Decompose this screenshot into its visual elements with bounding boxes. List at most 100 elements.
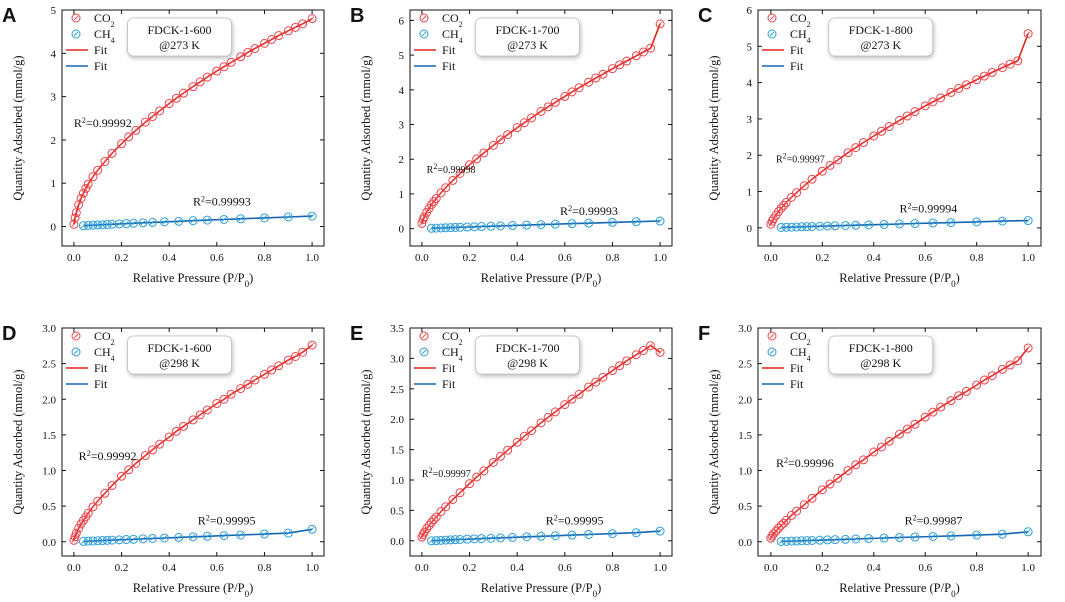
data-point-slash xyxy=(498,223,503,229)
data-point-slash xyxy=(562,402,568,407)
data-point-slash xyxy=(285,357,291,363)
data-point-slash xyxy=(471,536,477,542)
r2-prefix: R xyxy=(422,469,429,480)
y-tick-label: 1 xyxy=(51,178,57,190)
data-point-ch4 xyxy=(851,220,861,230)
data-point-slash xyxy=(126,134,132,140)
data-point-slash xyxy=(974,382,980,388)
data-point-slash xyxy=(190,84,196,89)
panel-letter: E xyxy=(350,323,363,345)
legend-ch4-label: CH4 xyxy=(442,345,463,363)
legend-ch4-marker xyxy=(767,29,777,39)
data-point-co2 xyxy=(638,47,648,57)
data-point-co2 xyxy=(817,485,827,495)
data-point-slash xyxy=(309,526,315,532)
legend-ch4-slash xyxy=(421,31,427,37)
data-point-co2 xyxy=(560,400,570,410)
x-axis-label-close: ) xyxy=(249,581,253,595)
data-point-co2 xyxy=(131,125,141,135)
data-point-co2 xyxy=(436,507,446,517)
data-point-co2 xyxy=(591,73,601,83)
data-point-slash xyxy=(109,483,115,488)
data-point-slash xyxy=(843,223,848,228)
data-point-slash xyxy=(617,62,622,68)
data-point-co2 xyxy=(622,356,632,366)
legend-co2-main: CO xyxy=(94,11,111,25)
data-point-slash xyxy=(982,377,987,383)
data-point-slash xyxy=(586,220,591,226)
data-point-co2 xyxy=(543,412,553,422)
data-point-slash xyxy=(974,219,980,225)
x-tick-label: 0.0 xyxy=(67,562,81,574)
data-point-slash xyxy=(576,391,582,397)
y-tick-label: 3.0 xyxy=(738,323,752,335)
legend-ch4-marker xyxy=(419,29,429,39)
legend-ch4-slash xyxy=(769,31,775,37)
data-point-slash xyxy=(166,101,172,106)
x-tick-label: 1.0 xyxy=(653,562,667,574)
data-point-slash xyxy=(238,54,243,60)
legend-ch4-slash xyxy=(769,349,775,355)
legend-fit-ch4-label: Fit xyxy=(94,59,108,73)
data-point-ch4 xyxy=(879,533,889,543)
data-point-ch4 xyxy=(455,222,465,232)
data-point-slash xyxy=(102,490,108,496)
y-tick-label: 0.5 xyxy=(390,505,404,517)
data-point-ch4 xyxy=(567,219,577,229)
r2-sup: 2 xyxy=(87,448,91,457)
data-point-ch4 xyxy=(107,219,117,229)
data-point-slash xyxy=(853,536,859,542)
data-point-slash xyxy=(83,186,89,191)
data-point-ch4 xyxy=(655,216,665,226)
data-point-co2 xyxy=(954,391,964,401)
data-point-slash xyxy=(443,504,449,510)
data-point-co2 xyxy=(219,62,229,72)
data-point-slash xyxy=(300,349,305,355)
data-point-co2 xyxy=(807,174,817,184)
x-tick-label: 1.0 xyxy=(1021,562,1035,574)
data-point-co2 xyxy=(488,140,498,150)
data-point-slash xyxy=(593,75,599,81)
data-point-co2 xyxy=(307,340,317,350)
data-point-slash xyxy=(930,99,936,105)
data-point-slash xyxy=(481,468,487,474)
data-point-slash xyxy=(897,535,902,540)
data-point-ch4 xyxy=(159,533,169,543)
data-point-co2 xyxy=(74,200,84,210)
r2-value: =0.99987 xyxy=(917,514,963,528)
data-point-co2 xyxy=(448,494,458,504)
data-point-slash xyxy=(827,163,833,168)
data-point-co2 xyxy=(768,529,778,539)
data-point-slash xyxy=(510,535,515,540)
legend-co2-marker xyxy=(71,13,81,23)
r2-prefix: R xyxy=(74,116,82,130)
data-point-slash xyxy=(964,82,969,88)
data-point-ch4 xyxy=(631,217,641,227)
data-point-ch4 xyxy=(879,219,889,229)
data-point-co2 xyxy=(267,34,277,44)
data-point-co2 xyxy=(148,112,158,122)
data-point-co2 xyxy=(776,203,786,213)
data-point-slash xyxy=(150,447,155,453)
data-point-co2 xyxy=(429,197,439,207)
legend-fit-ch4-label: Fit xyxy=(790,59,804,73)
data-point-co2 xyxy=(550,97,560,107)
data-point-slash xyxy=(514,125,520,130)
data-point-slash xyxy=(657,21,663,27)
legend-fit-co2-label: Fit xyxy=(94,43,108,57)
data-point-slash xyxy=(157,108,162,114)
data-point-co2 xyxy=(972,75,982,85)
data-point-ch4 xyxy=(455,534,465,544)
r2-prefix: R xyxy=(900,202,908,216)
y-tick-label: 0.0 xyxy=(42,537,56,549)
data-point-ch4 xyxy=(1023,527,1033,537)
data-point-slash xyxy=(861,457,866,463)
data-point-ch4 xyxy=(910,532,920,542)
data-point-slash xyxy=(633,352,639,358)
legend-ch4-label: CH4 xyxy=(790,27,811,45)
x-tick-label: 0.6 xyxy=(558,562,572,574)
data-point-ch4 xyxy=(219,214,229,224)
data-point-co2 xyxy=(93,165,103,175)
legend-ch4-main: CH xyxy=(790,345,807,359)
data-point-ch4 xyxy=(114,219,124,229)
